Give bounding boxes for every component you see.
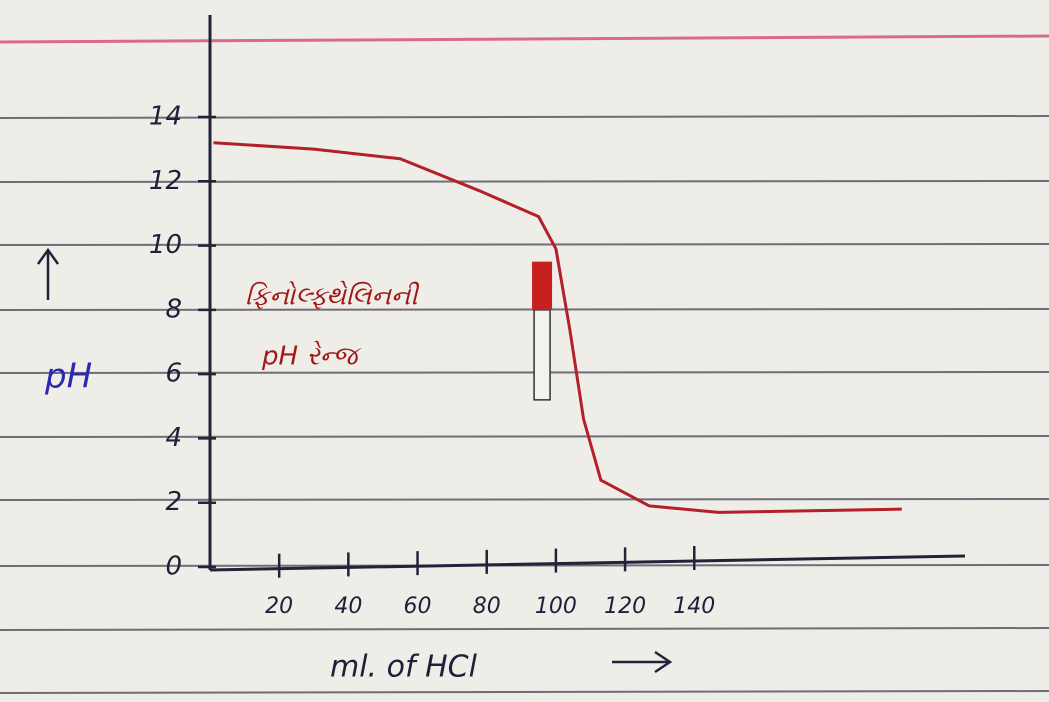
y-tick-label: 10 (149, 230, 182, 260)
annotation: ફિનોલ્ફ્થેલિનની (245, 280, 420, 311)
x-tick-label: 140 (673, 594, 715, 619)
y-tick-label: 6 (165, 359, 182, 389)
page: pH ml. of HCl ફિનોલ્ફ્થેલિનની pH રેન્જ 0… (0, 0, 1049, 702)
y-axis-label: pH (44, 357, 92, 397)
y-tick-label: 2 (165, 487, 182, 517)
range-bar-lower (534, 310, 550, 400)
x-tick-label: 20 (265, 594, 293, 619)
y-tick-label: 12 (149, 166, 182, 196)
x-tick-label: 100 (535, 594, 577, 619)
annotation: pH રેન્જ (261, 340, 362, 371)
x-tick-label: 120 (604, 594, 646, 619)
range-bar-upper (532, 262, 552, 310)
x-axis-label: ml. of HCl (330, 650, 478, 685)
y-tick-label: 4 (165, 423, 182, 453)
x-tick-label: 40 (334, 594, 362, 619)
y-tick-label: 8 (165, 294, 182, 324)
y-tick-label: 14 (149, 102, 182, 132)
x-tick-label: 80 (473, 594, 501, 619)
x-tick-label: 60 (404, 594, 432, 619)
chart: pH ml. of HCl ફિનોલ્ફ્થેલિનની pH રેન્જ 0… (0, 0, 1049, 702)
y-tick-label: 0 (165, 552, 182, 582)
